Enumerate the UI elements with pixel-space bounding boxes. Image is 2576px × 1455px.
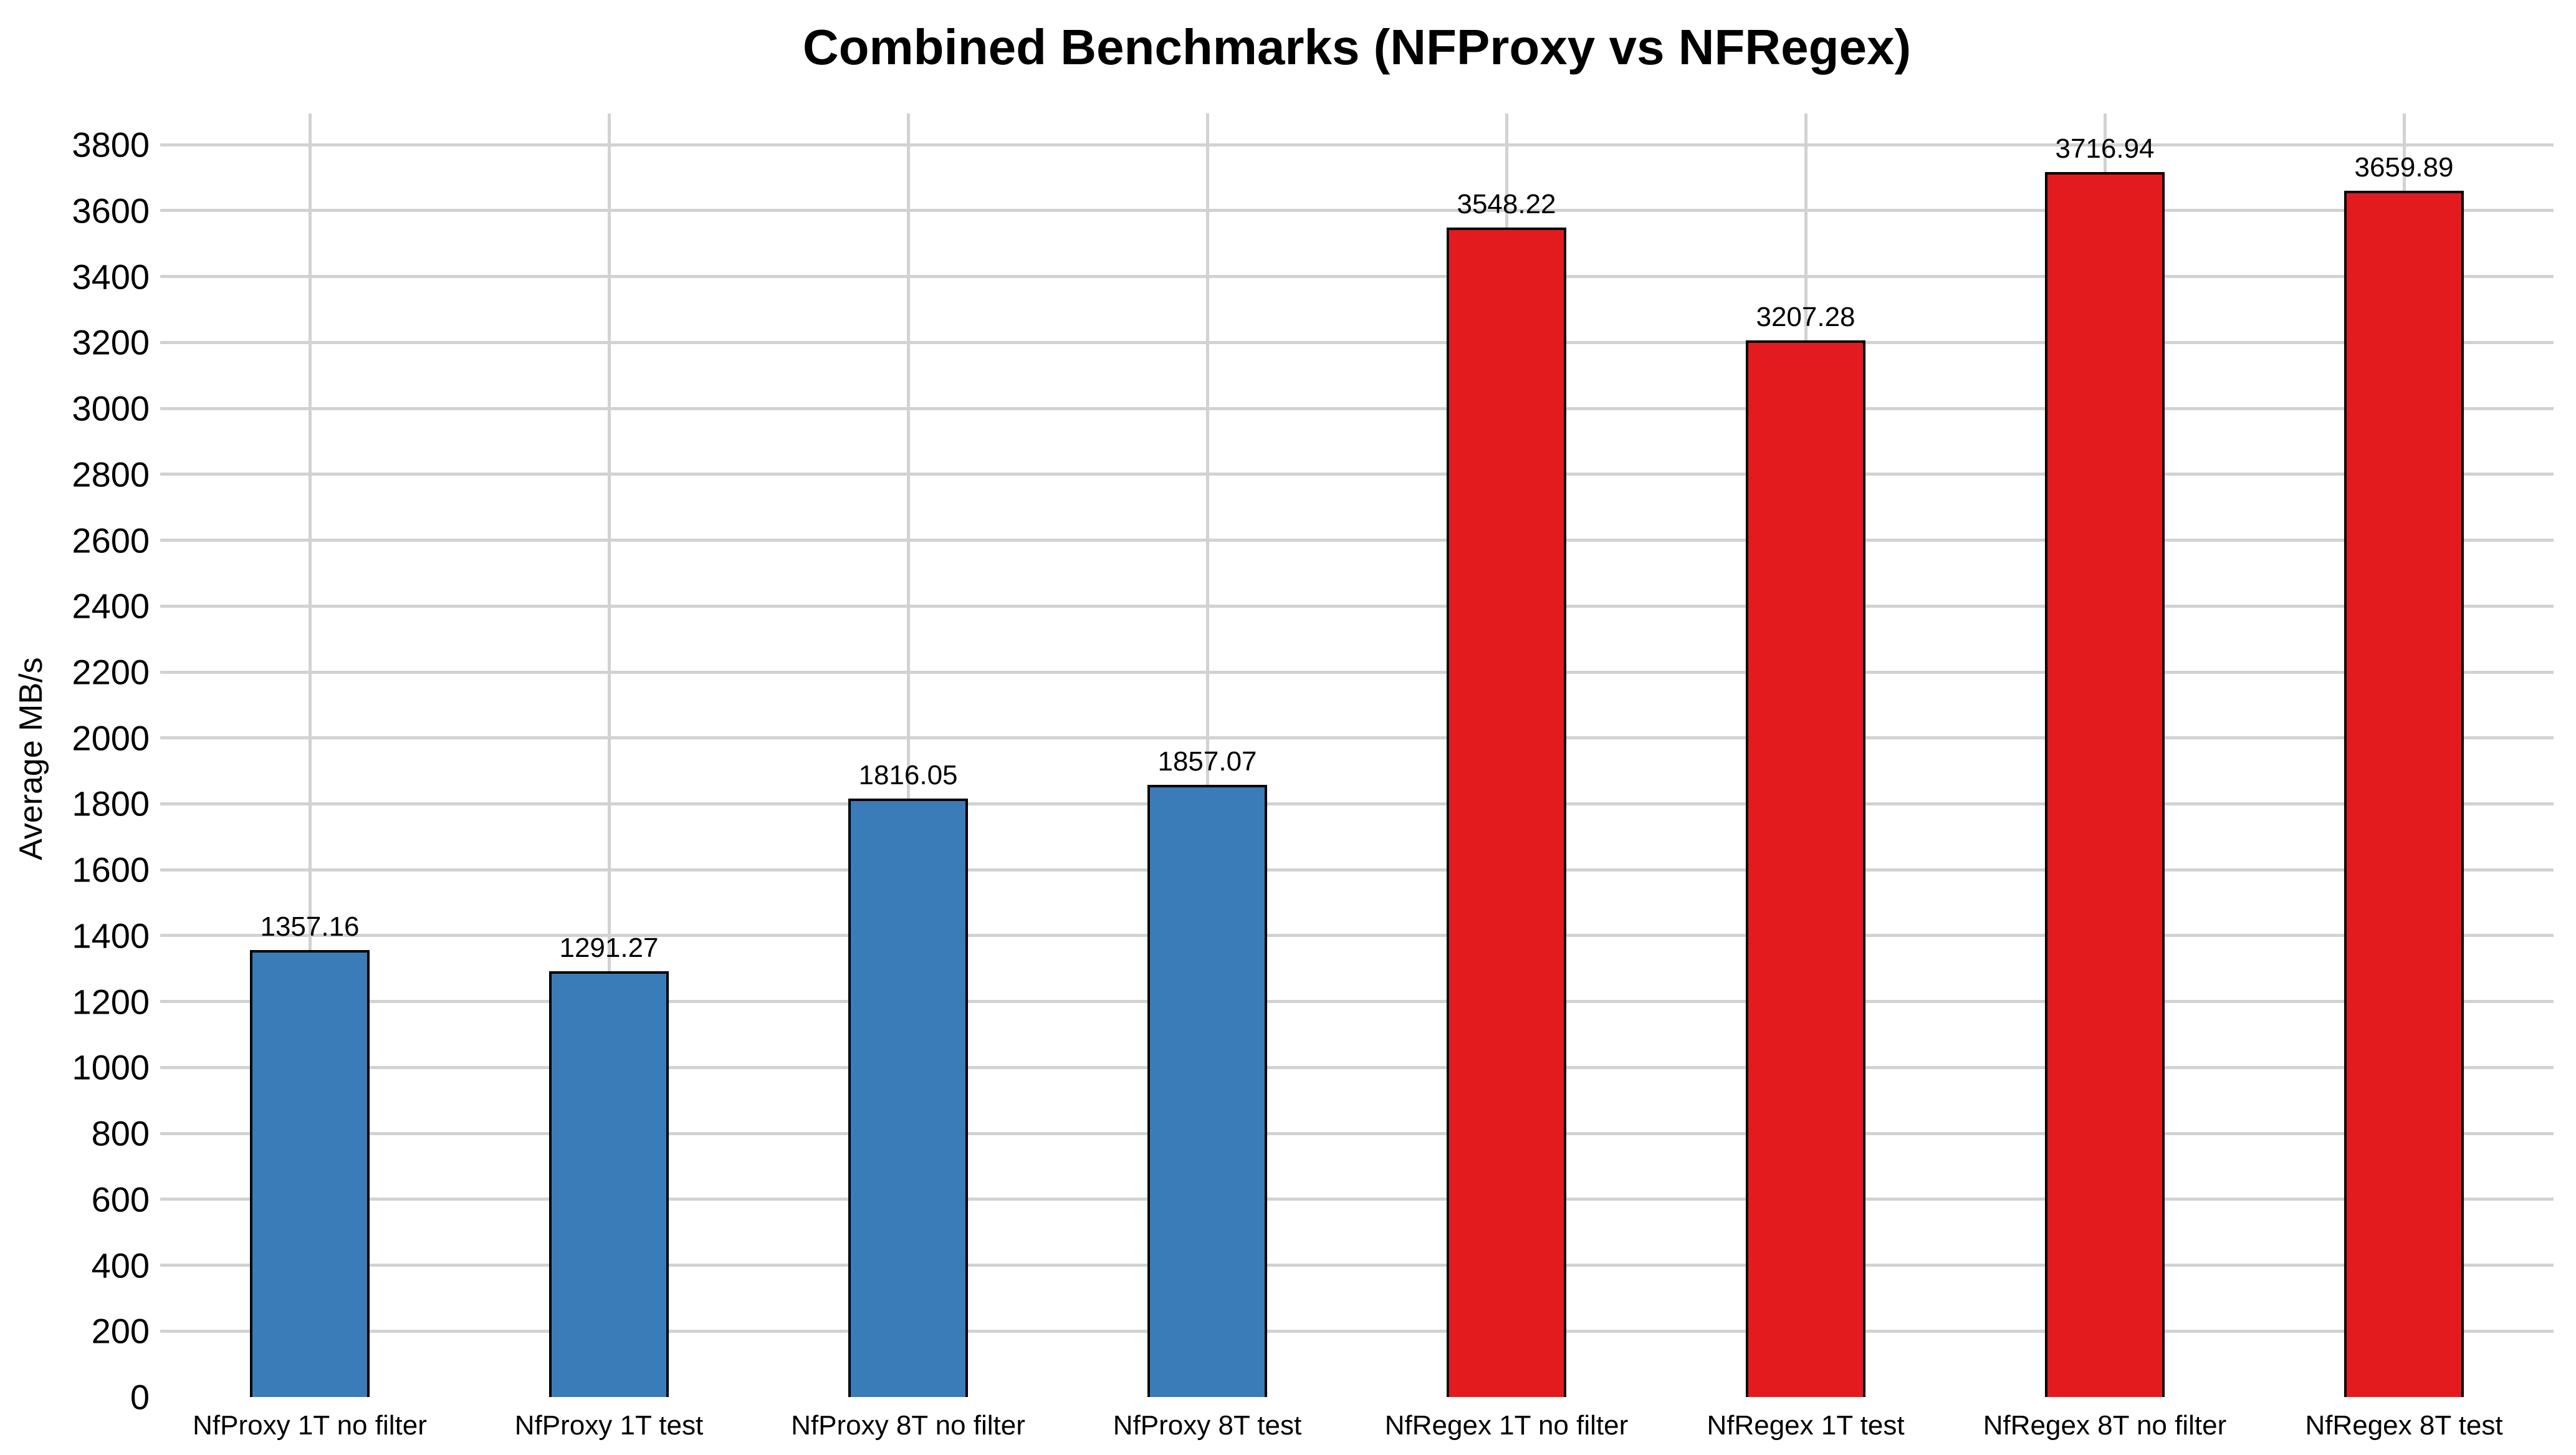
gridline-horizontal <box>160 736 2554 740</box>
y-tick-label: 2000 <box>72 718 150 758</box>
chart-title: Combined Benchmarks (NFProxy vs NFRegex) <box>802 19 1912 75</box>
x-tick-label: NfRegex 8T test <box>2305 1410 2503 1441</box>
gridline-horizontal <box>160 604 2554 608</box>
gridline-horizontal <box>160 1131 2554 1135</box>
gridline-horizontal <box>160 1264 2554 1267</box>
x-tick-label: NfProxy 1T no filter <box>193 1410 427 1441</box>
y-tick-label: 3200 <box>72 322 150 362</box>
y-tick-label: 800 <box>91 1113 150 1153</box>
gridline-horizontal <box>160 275 2554 279</box>
bar <box>250 949 370 1397</box>
bar-value-label: 3207.28 <box>1756 301 1855 332</box>
gridline-horizontal <box>160 406 2554 410</box>
y-tick-label: 2600 <box>72 521 150 560</box>
y-tick-label: 1200 <box>72 982 150 1022</box>
y-tick-label: 3400 <box>72 257 150 297</box>
bar-value-label: 1357.16 <box>260 911 360 942</box>
bar <box>2344 191 2464 1397</box>
gridline-horizontal <box>160 802 2554 805</box>
y-tick-label: 600 <box>91 1179 150 1219</box>
bar <box>2045 172 2165 1397</box>
y-tick-label: 1000 <box>72 1047 150 1087</box>
gridline-horizontal <box>160 1329 2554 1333</box>
x-tick-label: NfRegex 1T test <box>1707 1410 1905 1441</box>
gridline-vertical <box>308 113 312 1397</box>
bar-value-label: 3548.22 <box>1457 189 1556 220</box>
bar <box>1447 228 1566 1397</box>
y-tick-label: 3600 <box>72 191 150 231</box>
plot-area: 1357.16 1291.27 1816.05 1857.07 3548.22 3207.… <box>160 113 2554 1397</box>
bar-value-label: 3716.94 <box>2055 133 2155 165</box>
y-tick-label: 1800 <box>72 784 150 824</box>
y-tick-label: 0 <box>130 1377 150 1417</box>
bar <box>848 798 968 1397</box>
x-tick-label: NfProxy 1T test <box>514 1410 704 1441</box>
gridline-vertical <box>906 113 910 1397</box>
bar <box>1147 785 1267 1397</box>
x-tick-label: NfProxy 8T test <box>1113 1410 1302 1441</box>
y-tick-label: 3800 <box>72 125 150 165</box>
gridline-horizontal <box>160 1198 2554 1201</box>
y-tick-label: 1600 <box>72 850 150 890</box>
bar <box>549 971 669 1397</box>
gridline-horizontal <box>160 143 2554 146</box>
bar <box>1746 340 1865 1397</box>
gridline-vertical <box>607 113 611 1397</box>
bar-value-label: 1816.05 <box>858 759 958 790</box>
gridline-horizontal <box>160 1000 2554 1004</box>
x-tick-label: NfRegex 1T no filter <box>1384 1410 1629 1441</box>
y-tick-label: 2800 <box>72 454 150 494</box>
bar-value-label: 1291.27 <box>559 933 659 964</box>
gridline-horizontal <box>160 473 2554 476</box>
x-tick-label: NfRegex 8T no filter <box>1983 1410 2227 1441</box>
gridline-horizontal <box>160 340 2554 344</box>
bar-value-label: 3659.89 <box>2354 152 2454 183</box>
gridline-horizontal <box>160 209 2554 213</box>
gridline-horizontal <box>160 670 2554 674</box>
y-tick-label: 200 <box>91 1311 150 1351</box>
gridline-horizontal <box>160 1065 2554 1069</box>
gridline-horizontal <box>160 868 2554 872</box>
x-tick-label: NfProxy 8T no filter <box>791 1410 1025 1441</box>
y-tick-label: 3000 <box>72 388 150 428</box>
y-tick-label: 1400 <box>72 916 150 956</box>
bar-value-label: 1857.07 <box>1157 746 1257 777</box>
y-tick-label: 2200 <box>72 652 150 692</box>
y-tick-label: 400 <box>91 1246 150 1285</box>
gridline-horizontal <box>160 539 2554 542</box>
y-tick-label: 2400 <box>72 586 150 626</box>
gridline-horizontal <box>160 934 2554 938</box>
gridline-vertical <box>1205 113 1209 1397</box>
y-axis-tick-labels: 0 200 400 600 800 1000 1200 1400 1600 1800 2000 220… <box>0 0 150 1455</box>
